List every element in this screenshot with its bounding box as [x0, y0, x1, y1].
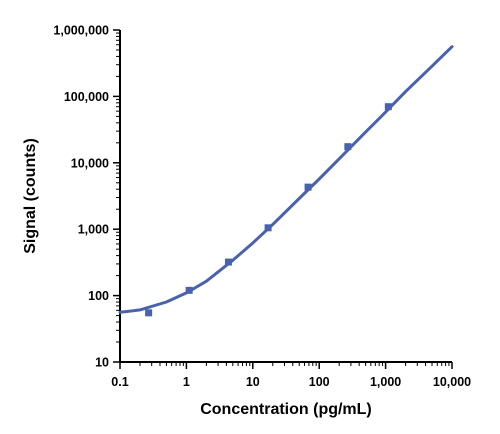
y-axis-ticks: 10 100 1,000 10,000 100,000 1,000,000 — [53, 24, 120, 370]
y-axis-title: Signal (counts) — [22, 138, 39, 254]
data-point-marker — [304, 183, 312, 191]
data-point-marker — [264, 224, 272, 232]
x-axis-ticks: 0.1 1 10 100 1,000 10,000 — [111, 362, 471, 389]
y-tick-label: 100 — [88, 289, 109, 303]
x-tick-label: 1,000 — [370, 375, 401, 389]
data-point-marker — [224, 258, 232, 266]
y-tick-label: 10,000 — [71, 156, 109, 170]
data-point-marker — [344, 143, 352, 151]
series-layer — [118, 45, 454, 317]
x-tick-label: 100 — [309, 375, 330, 389]
x-tick-label: 1 — [183, 375, 190, 389]
y-tick-label: 1,000,000 — [53, 24, 109, 38]
x-tick-label: 10,000 — [433, 375, 471, 389]
fitted-curve-line — [118, 45, 454, 314]
data-point-marker — [185, 286, 193, 294]
y-tick-label: 10 — [95, 356, 109, 370]
x-axis-title: Concentration (pg/mL) — [200, 401, 372, 418]
x-tick-label: 0.1 — [111, 375, 128, 389]
y-tick-label: 1,000 — [78, 223, 109, 237]
y-tick-label: 100,000 — [64, 90, 109, 104]
data-point-marker — [145, 309, 153, 317]
x-tick-label: 10 — [246, 375, 260, 389]
data-point-marker — [384, 103, 392, 111]
